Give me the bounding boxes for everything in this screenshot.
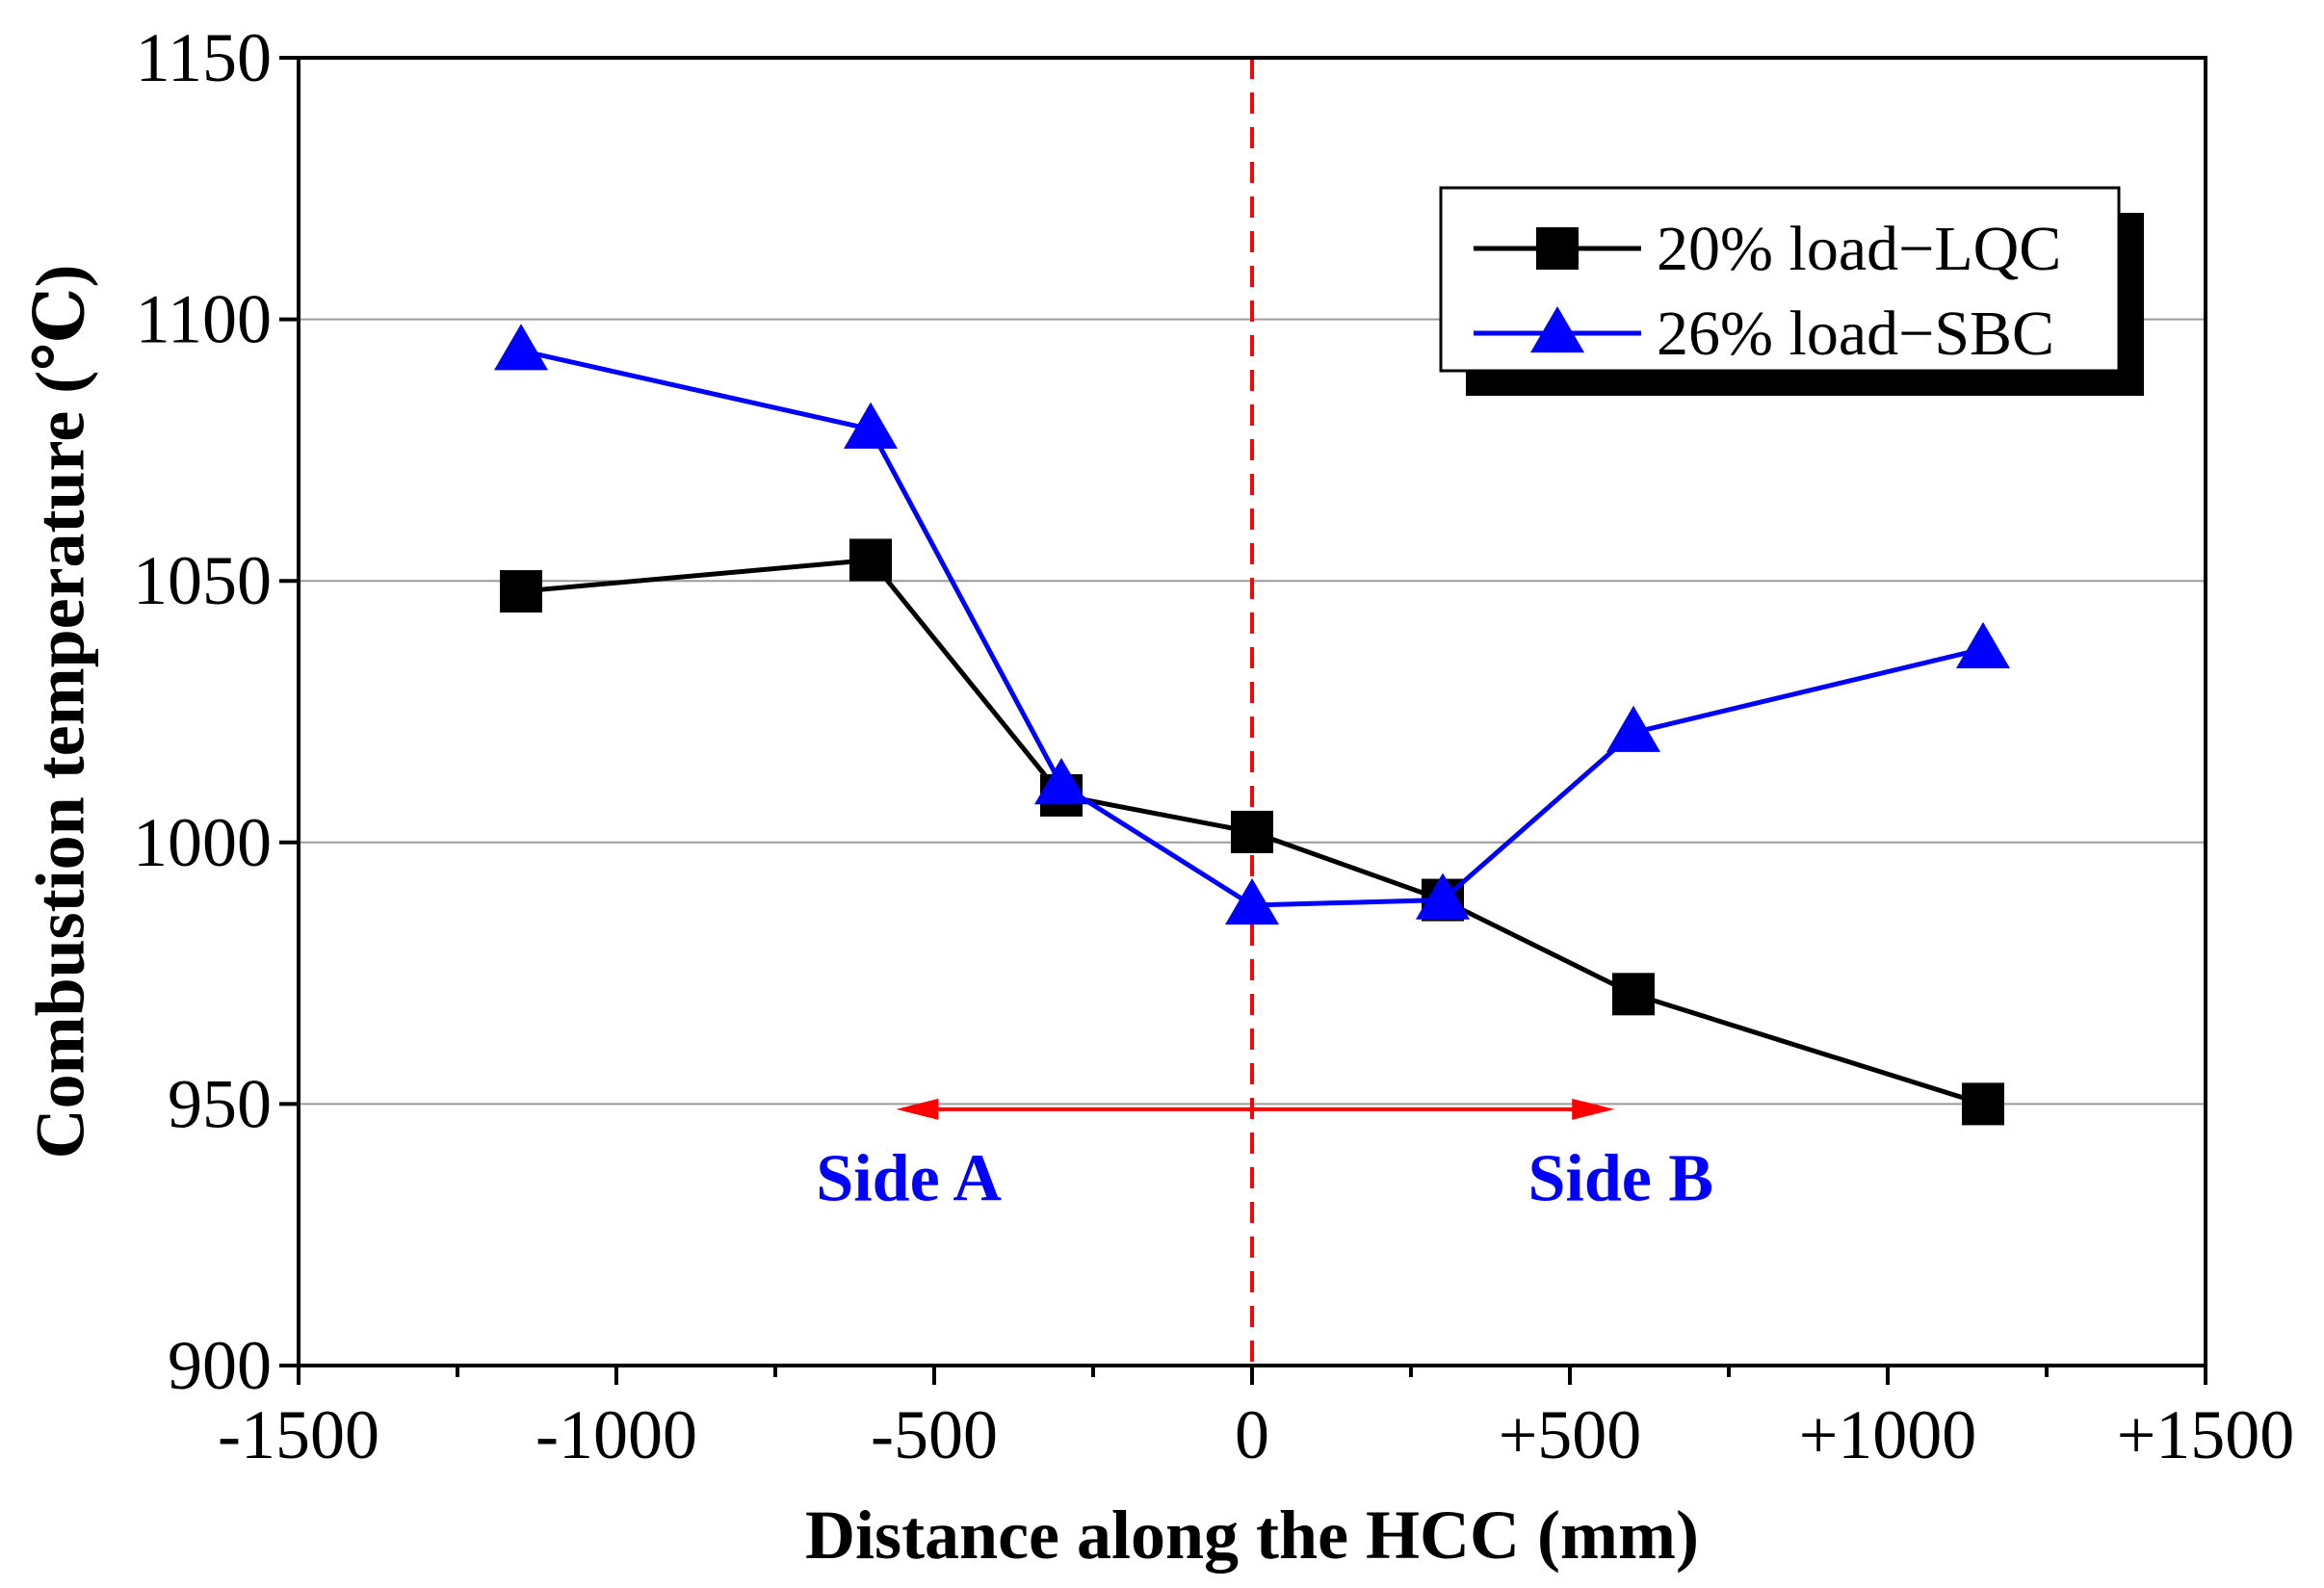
series-0-point-3 <box>1231 810 1273 853</box>
y-axis-title: Combustion temperature (℃) <box>22 265 99 1159</box>
x-tick-label-1: -1000 <box>535 1396 697 1473</box>
legend-label-1: 26% load−SBC <box>1657 299 2054 369</box>
series-1-point-1 <box>844 402 898 449</box>
x-tick-label-0: -1500 <box>218 1396 379 1473</box>
series-0-point-5 <box>1612 973 1655 1016</box>
y-tick-label-1: 950 <box>168 1065 272 1142</box>
y-tick-label-0: 900 <box>168 1327 272 1404</box>
x-axis-title: Distance along the HCC (mm) <box>805 1497 1699 1574</box>
series-1-point-2 <box>1034 758 1088 805</box>
series-1-point-0 <box>494 324 548 371</box>
y-tick-label-3: 1050 <box>133 542 272 619</box>
legend: 20% load−LQC 26% load−SBC <box>1439 186 2144 396</box>
y-tick-label-5: 1150 <box>136 19 272 96</box>
legend-label-0: 20% load−LQC <box>1657 214 2061 284</box>
x-tick-label-2: -500 <box>871 1396 998 1473</box>
legend-marker-1 <box>1530 306 1584 353</box>
series-1 <box>494 324 2010 925</box>
x-tick-label-4: +500 <box>1499 1396 1642 1473</box>
series-1-point-3 <box>1225 877 1279 925</box>
axis-ticks <box>279 56 2207 1385</box>
series-1-point-5 <box>1606 705 1660 752</box>
series-0-point-0 <box>500 570 542 613</box>
annotations: Side A Side B <box>816 1098 1714 1215</box>
tick-labels: -1500 -1000 -500 0 +500 +1000 +1500 900 950 1000 1… <box>133 19 2294 1473</box>
side-b-label: Side B <box>1528 1141 1714 1215</box>
side-b-arrow-head <box>1572 1098 1615 1120</box>
series-layer <box>494 324 2010 1126</box>
series-1-point-4 <box>1416 872 1470 920</box>
x-tick-label-3: 0 <box>1235 1396 1269 1473</box>
y-tick-label-2: 1000 <box>133 804 272 881</box>
y-tick-label-4: 1100 <box>136 281 272 358</box>
x-tick-label-5: +1000 <box>1799 1396 1977 1473</box>
x-tick-label-6: +1500 <box>2117 1396 2295 1473</box>
series-1-point-6 <box>1956 621 2010 668</box>
series-0-point-6 <box>1962 1082 2004 1126</box>
series-0-point-1 <box>849 538 892 582</box>
side-a-label: Side A <box>816 1141 1002 1215</box>
side-a-arrow-head <box>896 1098 939 1120</box>
legend-marker-0 <box>1536 227 1579 270</box>
